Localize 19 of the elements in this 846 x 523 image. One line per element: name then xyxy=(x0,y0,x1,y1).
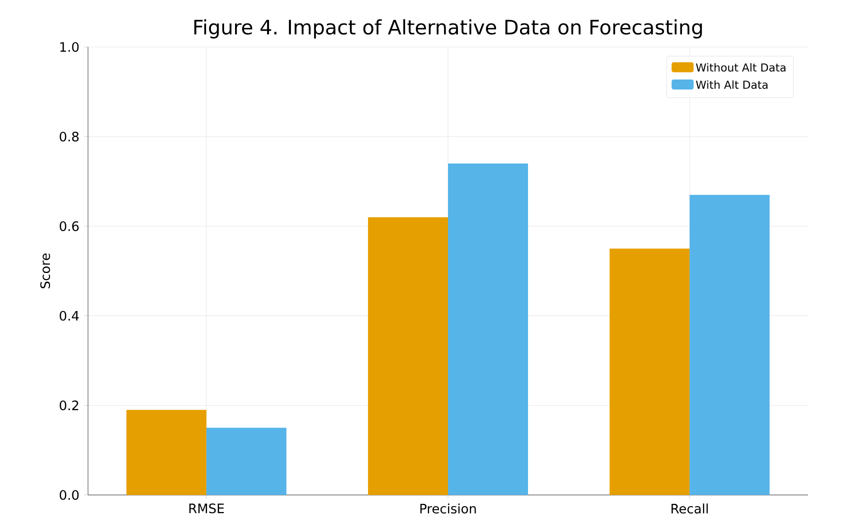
x-tick-label: Recall xyxy=(672,503,708,514)
y-tick-label: 1.0 xyxy=(60,42,79,52)
legend-label: With Alt Data xyxy=(696,80,768,89)
bar xyxy=(126,410,206,495)
y-axis-title: Score xyxy=(40,254,50,288)
y-tick-label: 0.8 xyxy=(60,132,79,142)
x-tick-label: RMSE xyxy=(189,504,224,514)
legend-label: Without Alt Data xyxy=(696,63,786,72)
y-tick-label: 0.6 xyxy=(60,221,79,232)
bar xyxy=(206,428,286,495)
y-tick-label: 0.0 xyxy=(60,490,79,500)
y-tick-label: 0.4 xyxy=(60,310,79,321)
y-tick-label: 0.2 xyxy=(60,400,78,410)
bar xyxy=(690,194,770,495)
chart-title: Figure 4. Impact of Alternative Data on Forecasting xyxy=(194,19,702,38)
x-tick-label: Precision xyxy=(420,503,476,514)
bar xyxy=(368,217,448,495)
bar xyxy=(610,248,690,495)
bar xyxy=(448,163,528,495)
